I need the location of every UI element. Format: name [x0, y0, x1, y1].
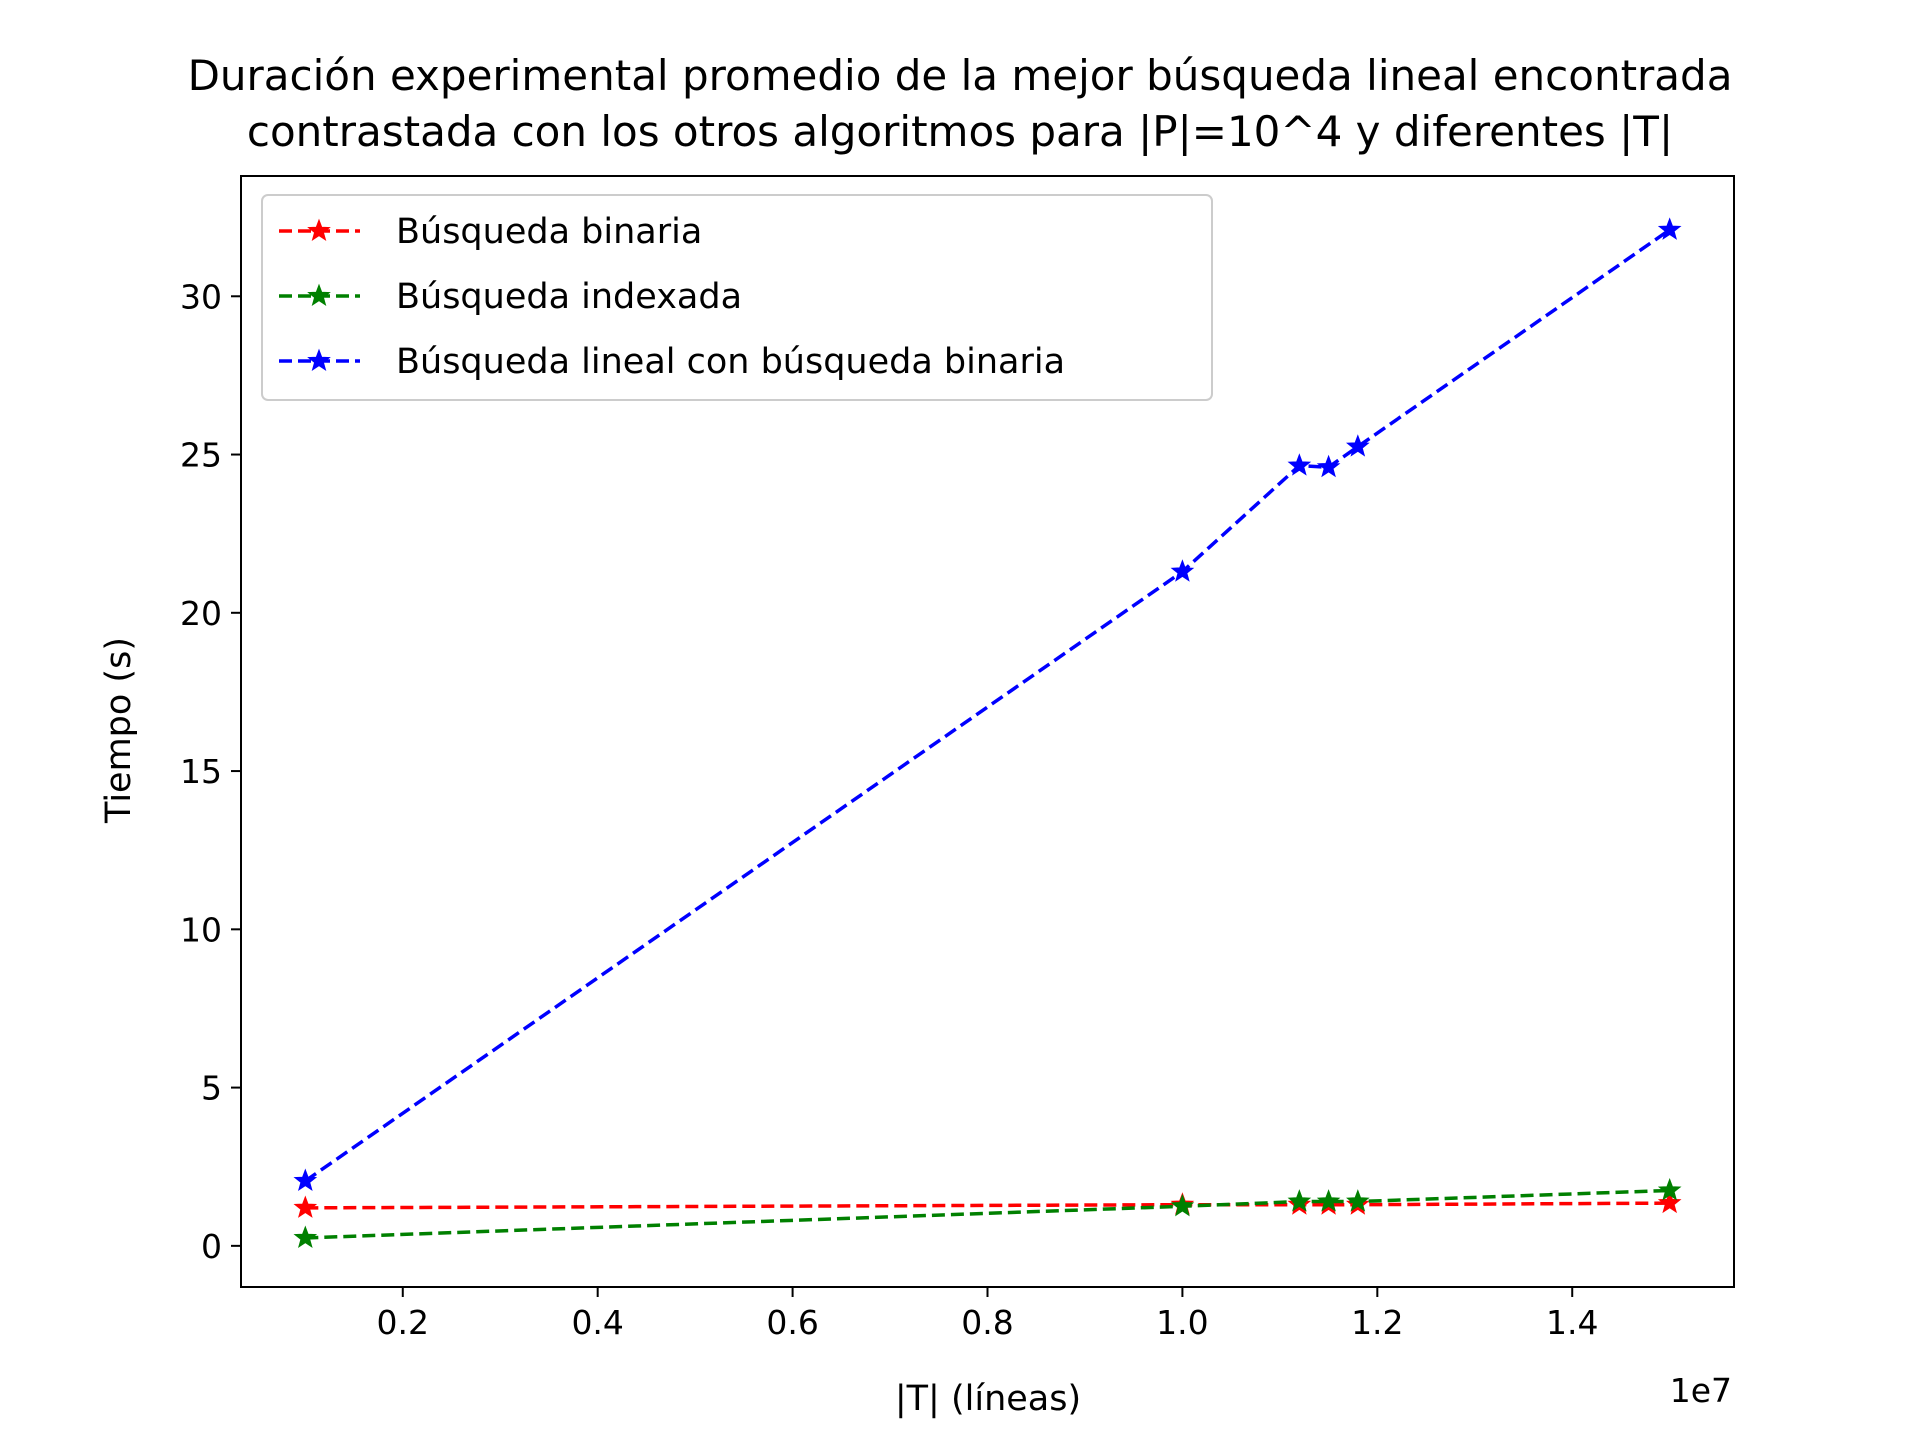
- data-point: [1657, 217, 1682, 240]
- series-2: [293, 1178, 1682, 1248]
- data-point: [1316, 1189, 1341, 1212]
- data-point: [1316, 454, 1341, 478]
- legend-box: [261, 194, 1213, 401]
- x-tick-label: 0.2: [377, 1303, 429, 1342]
- data-point: [1287, 1189, 1312, 1212]
- legend-marker: [307, 348, 331, 372]
- y-tick-label: 30: [180, 277, 222, 316]
- series-line: [304, 228, 1671, 1183]
- series-line: [305, 1201, 1670, 1210]
- series-line: [305, 1188, 1670, 1240]
- legend-marker: [307, 283, 331, 307]
- y-tick-label: 25: [180, 436, 222, 475]
- legend-item: Búsqueda lineal con búsqueda binaria: [279, 342, 1065, 382]
- legend-item: Búsqueda indexada: [279, 277, 742, 317]
- y-tick-label: 15: [180, 752, 222, 791]
- legend: Búsqueda binaria Búsqueda indexada Búsqued…: [261, 194, 1213, 401]
- data-point: [1170, 1193, 1195, 1217]
- y-tick-label: 0: [201, 1227, 222, 1266]
- y-tick-label: 5: [201, 1069, 222, 1108]
- x-axis-offset-text: 1e7: [1670, 1371, 1732, 1410]
- series-3: [293, 217, 1682, 1192]
- x-tick-label: 0.4: [571, 1303, 623, 1342]
- x-tick-label: 1.4: [1546, 1303, 1598, 1342]
- chart-title-line-2: contrastada con los otros algoritmos par…: [247, 107, 1673, 156]
- data-point: [1346, 1189, 1370, 1212]
- x-tick-label: 0.8: [961, 1303, 1013, 1342]
- y-tick-label: 10: [180, 910, 222, 949]
- x-tick-label: 0.6: [766, 1303, 818, 1342]
- data-point: [1657, 1190, 1682, 1214]
- legend-label: Búsqueda indexada: [396, 277, 742, 317]
- data-point: [1287, 453, 1312, 476]
- data-point: [1346, 434, 1370, 457]
- x-tick-label: 1.0: [1156, 1303, 1208, 1342]
- legend-item: Búsqueda binaria: [279, 212, 702, 252]
- y-tick-label: 20: [180, 594, 222, 633]
- x-tick-label: 1.2: [1351, 1303, 1403, 1342]
- chart-title-line-1: Duración experimental promedio de la mej…: [188, 51, 1733, 100]
- legend-label: Búsqueda lineal con búsqueda binaria: [396, 342, 1065, 382]
- data-point: [293, 1225, 318, 1248]
- legend-label: Búsqueda binaria: [396, 212, 702, 252]
- data-point: [293, 1195, 318, 1218]
- data-point: [1170, 559, 1195, 582]
- legend-marker: [307, 218, 331, 242]
- axis-ticks: 0.2 0.4 0.6 0.8 1.0 1.2 1.4 0 5 10 15 20 25 30: [180, 277, 1598, 1342]
- data-point: [1657, 1178, 1682, 1201]
- plot-area: [240, 175, 1735, 1288]
- y-axis-label: Tiempo (s): [99, 637, 139, 824]
- x-axis-label: |T| (líneas): [895, 1379, 1081, 1419]
- data-point: [293, 1168, 318, 1192]
